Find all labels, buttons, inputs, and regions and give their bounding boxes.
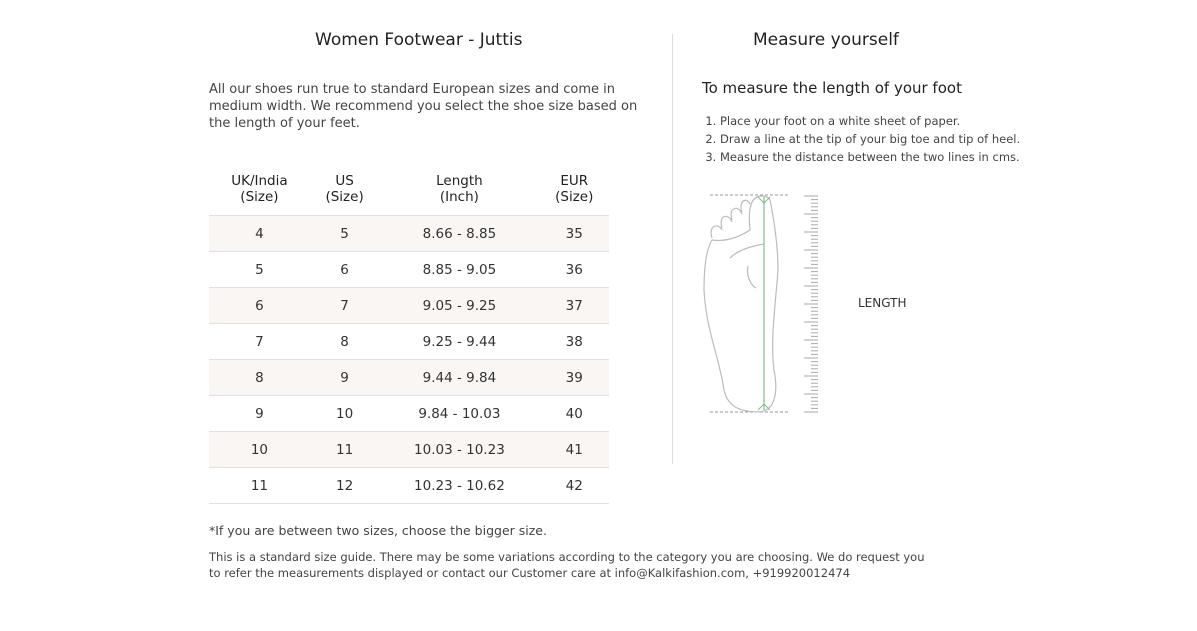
foot-outline-icon [703,195,779,413]
table-cell: 9.44 - 9.84 [379,359,540,396]
column-header: EUR (Size) [539,162,609,216]
foot-measure-diagram [703,194,818,413]
table-cell: 9 [209,395,310,432]
table-cell: 36 [539,251,609,288]
measure-title: Measure yourself [753,30,899,50]
table-cell: 39 [539,359,609,396]
steps-list: Place your foot on a white sheet of pape… [702,112,1102,166]
table-cell: 8.85 - 9.05 [379,251,540,288]
step-item: Measure the distance between the two lin… [720,148,1102,166]
table-cell: 12 [309,467,380,504]
table-cell: 10.23 - 10.62 [379,467,540,504]
table-cell: 6 [209,287,310,324]
table-cell: 5 [309,215,380,252]
header-line: UK/India [231,172,288,189]
table-cell: 4 [209,215,310,252]
table-cell: 7 [209,323,310,360]
column-header: UK/India (Size) [209,162,310,216]
table-cell: 37 [539,287,609,324]
table-cell: 10.03 - 10.23 [379,431,540,468]
header-line: (Inch) [439,188,479,205]
table-row: 9 10 9.84 - 10.03 40 [209,395,609,432]
table-cell: 11 [309,431,380,468]
table-cell: 11 [209,467,310,504]
table-cell: 6 [309,251,380,288]
size-chart-table: UK/India (Size) US (Size) Length (Inch) EUR (Si… [209,162,609,504]
page-title: Women Footwear - Juttis [315,30,523,50]
table-cell: 9.05 - 9.25 [379,287,540,324]
header-line: EUR [560,172,589,189]
table-row: 8 9 9.44 - 9.84 39 [209,359,609,396]
table-row: 7 8 9.25 - 9.44 38 [209,323,609,360]
disclaimer: This is a standard size guide. There may… [209,550,925,580]
header-line: Length [436,172,483,189]
table-row: 4 5 8.66 - 8.85 35 [209,215,609,252]
size-note: *If you are between two sizes, choose th… [209,523,547,538]
table-cell: 10 [209,431,310,468]
table-cell: 40 [539,395,609,432]
table-cell: 10 [309,395,380,432]
table-cell: 7 [309,287,380,324]
table-row: 6 7 9.05 - 9.25 37 [209,287,609,324]
step-item: Place your foot on a white sheet of pape… [720,112,1102,130]
header-line: US [335,172,354,189]
header-line: (Size) [240,188,279,205]
table-cell: 8.66 - 8.85 [379,215,540,252]
table-cell: 9 [309,359,380,396]
header-line: (Size) [325,188,364,205]
table-cell: 35 [539,215,609,252]
table-cell: 9.25 - 9.44 [379,323,540,360]
length-label: LENGTH [858,296,907,310]
measure-subtitle: To measure the length of your foot [702,79,962,97]
arrow-head [757,196,765,204]
table-cell: 8 [309,323,380,360]
header-line: (Size) [555,188,594,205]
table-row: 11 12 10.23 - 10.62 42 [209,467,609,504]
ruler [804,195,818,413]
arrow-head [757,403,765,411]
table-cell: 9.84 - 10.03 [379,395,540,432]
divider [672,34,673,464]
table-cell: 42 [539,467,609,504]
intro-text: All our shoes run true to standard Europ… [209,82,638,131]
table-row: 10 11 10.03 - 10.23 41 [209,431,609,468]
table-row: 5 6 8.85 - 9.05 36 [209,251,609,288]
step-item: Draw a line at the tip of your big toe a… [720,130,1102,148]
arrow-head [763,403,771,411]
table-cell: 5 [209,251,310,288]
column-header: US (Size) [310,162,379,216]
table-cell: 38 [539,323,609,360]
table-cell: 41 [539,431,609,468]
table-cell: 8 [209,359,310,396]
arrow-head [763,196,771,204]
column-header: Length (Inch) [379,162,539,216]
